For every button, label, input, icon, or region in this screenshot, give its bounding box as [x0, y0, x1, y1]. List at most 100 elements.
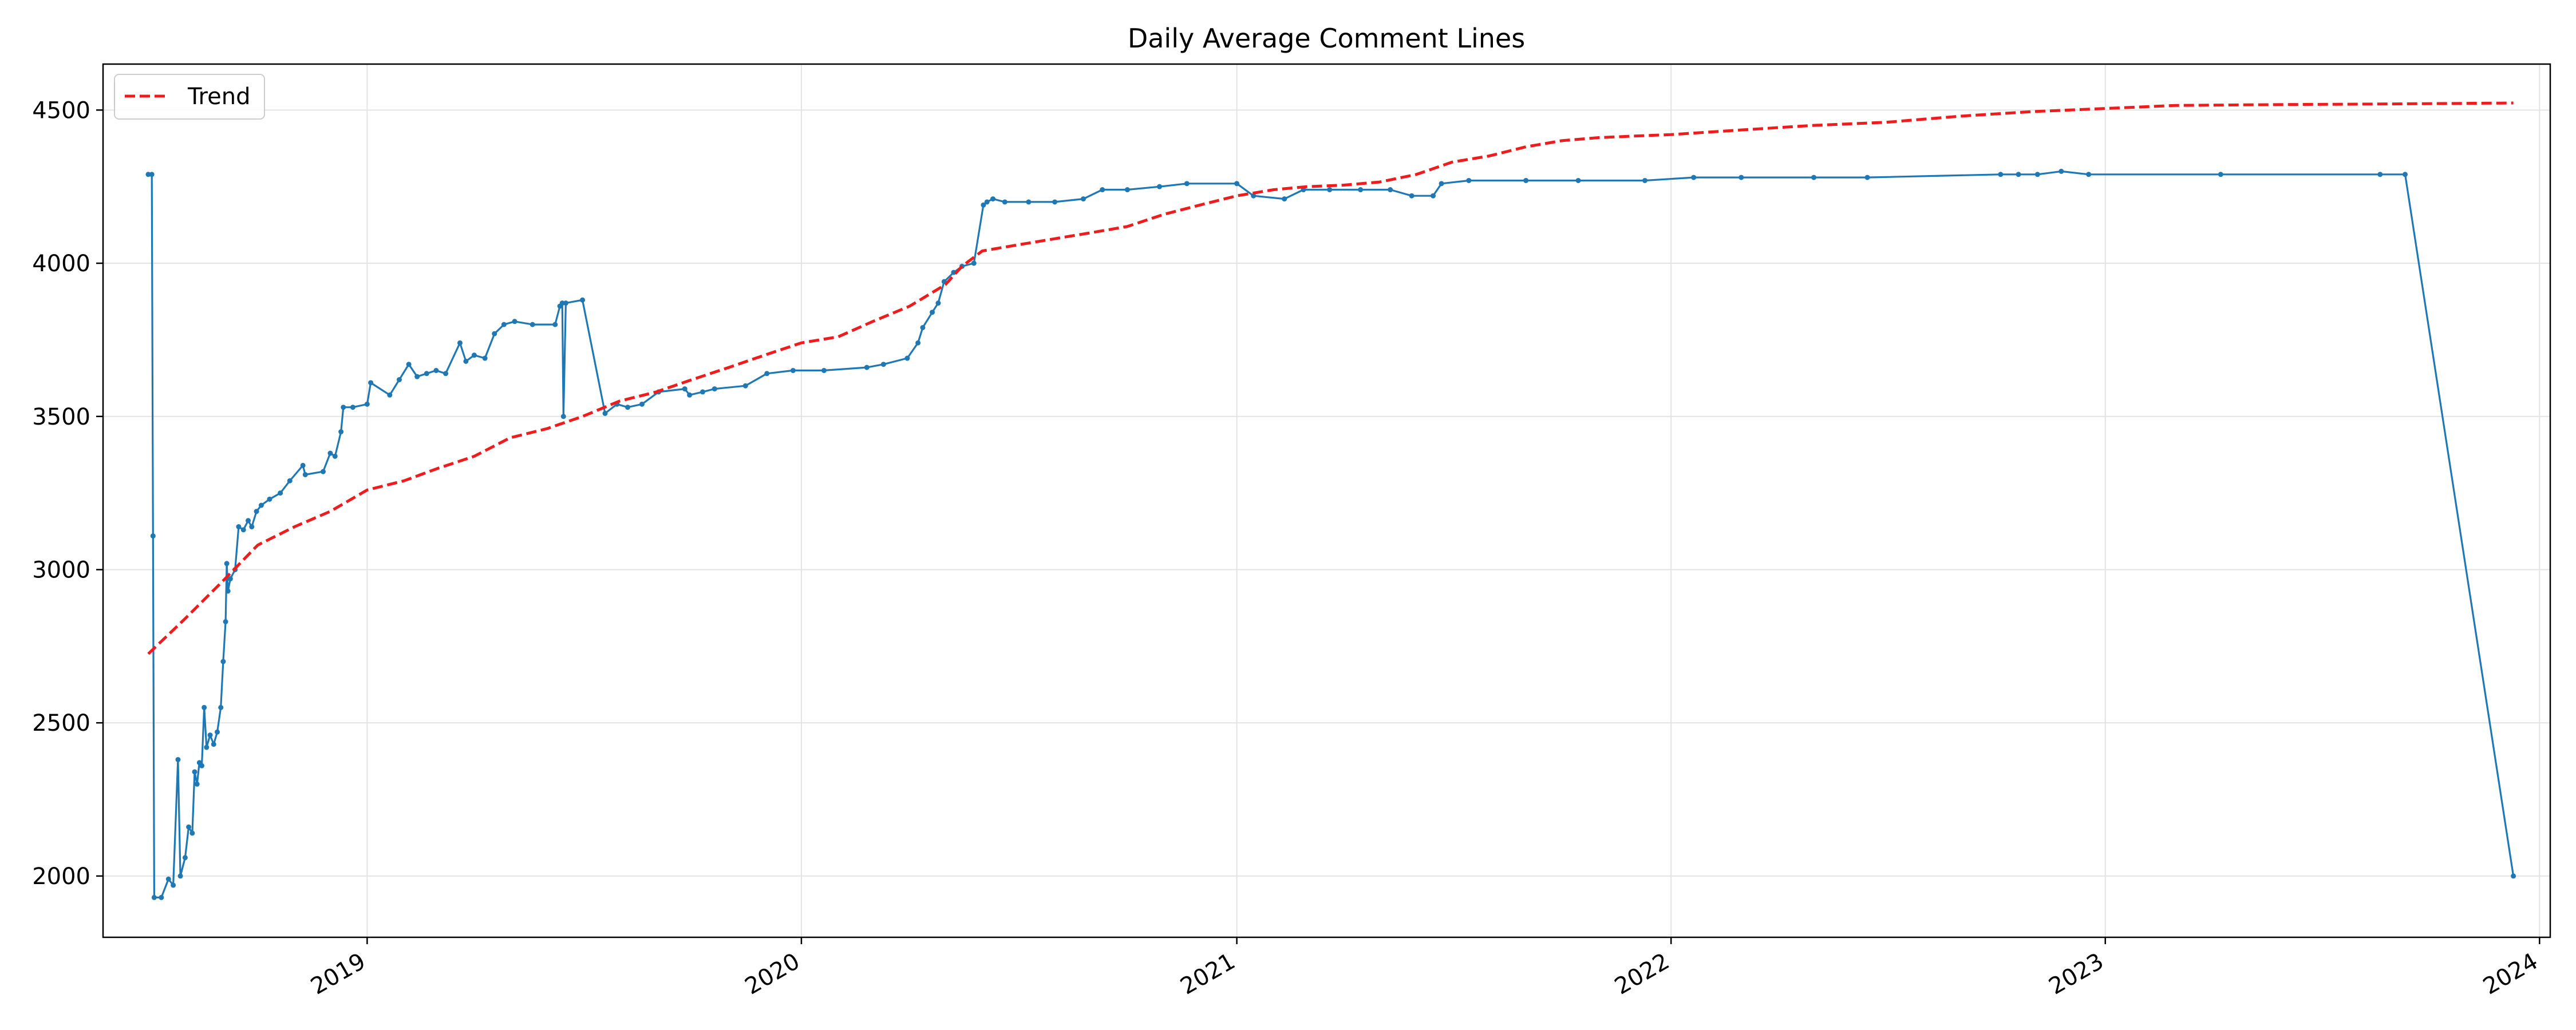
data-point: [1124, 187, 1130, 193]
data-point: [2034, 172, 2040, 177]
data-point: [880, 362, 886, 367]
data-point: [1409, 193, 1415, 199]
data-point: [199, 763, 204, 768]
legend: Trend: [114, 74, 265, 120]
data-point: [387, 392, 393, 398]
data-point: [150, 533, 156, 539]
data-point: [327, 450, 333, 456]
legend-box: [114, 74, 265, 120]
data-point: [220, 659, 226, 664]
data-point: [267, 496, 272, 502]
data-point: [935, 300, 941, 306]
data-point: [1864, 175, 1870, 180]
data-point: [254, 509, 259, 514]
data-point: [742, 383, 748, 389]
data-point: [904, 355, 910, 361]
data-point: [492, 331, 497, 336]
data-point: [302, 472, 308, 477]
chart-title: Daily Average Comment Lines: [1128, 23, 1525, 54]
comment-lines-line: [148, 170, 2515, 899]
data-point: [821, 367, 827, 373]
y-tick-label: 4000: [32, 251, 90, 277]
data-point: [1575, 177, 1581, 183]
data-point: [406, 362, 412, 367]
data-point: [971, 260, 977, 266]
plot-frame: [102, 63, 2551, 938]
data-point: [236, 524, 242, 530]
data-point: [1691, 175, 1697, 180]
data-point: [915, 340, 921, 346]
data-point: [2402, 172, 2408, 177]
data-point: [1466, 177, 1472, 183]
data-point: [580, 297, 586, 303]
data-point: [204, 744, 210, 750]
data-point: [471, 352, 477, 358]
data-point: [151, 894, 157, 900]
trend-line: [147, 101, 2514, 655]
data-point: [424, 371, 429, 377]
data-point: [2086, 172, 2092, 177]
data-point: [2059, 168, 2064, 174]
data-point: [1100, 187, 1105, 193]
data-point: [712, 386, 717, 392]
grid: [103, 64, 2550, 937]
data-point: [920, 324, 926, 330]
y-tick-label: 3000: [32, 557, 90, 583]
y-tick-label: 2000: [32, 863, 90, 890]
data-point: [396, 377, 402, 383]
data-point: [320, 469, 326, 474]
data-point: [189, 830, 195, 836]
data-point: [1052, 199, 1058, 205]
data-point: [1439, 181, 1444, 187]
data-point: [287, 478, 293, 484]
data-point: [1002, 199, 1008, 205]
data-point: [1998, 172, 2004, 177]
data-point: [930, 310, 935, 315]
data-point: [165, 876, 171, 882]
data-point: [530, 322, 535, 327]
data-point: [700, 389, 705, 395]
data-point: [2218, 172, 2223, 177]
data-point: [225, 588, 231, 594]
data-point: [149, 172, 155, 177]
data-point: [639, 401, 645, 407]
data-point: [1080, 196, 1086, 202]
legend-label: Trend: [187, 84, 250, 110]
data-point: [194, 781, 200, 787]
data-point: [1327, 187, 1333, 193]
data-point: [1251, 193, 1257, 199]
data-point: [414, 374, 420, 379]
data-point: [2511, 873, 2516, 879]
data-point: [182, 855, 188, 861]
data-point: [224, 561, 230, 566]
data-point: [951, 270, 957, 275]
data-point: [240, 527, 246, 533]
data-point: [1026, 199, 1032, 205]
data-point: [211, 742, 216, 747]
data-point: [1642, 177, 1647, 183]
data-point: [764, 371, 770, 377]
data-point: [300, 462, 306, 468]
data-point: [350, 405, 355, 410]
data-point: [560, 414, 566, 419]
plot-series: [145, 101, 2516, 900]
data-point: [682, 386, 688, 392]
data-point: [2016, 172, 2021, 177]
data-point: [559, 300, 565, 306]
y-tick-label: 4500: [32, 97, 90, 124]
data-point: [332, 453, 338, 459]
data-point: [368, 380, 374, 386]
data-point: [482, 355, 488, 361]
data-point: [1358, 187, 1364, 193]
data-point: [278, 490, 283, 496]
y-tick-label: 2500: [32, 710, 90, 736]
data-point: [457, 340, 463, 346]
data-point: [1388, 187, 1393, 193]
data-point: [512, 319, 517, 324]
data-point: [443, 371, 449, 377]
data-point: [341, 405, 346, 410]
data-point: [338, 429, 344, 435]
data-point: [207, 732, 213, 738]
data-point: [171, 882, 176, 888]
